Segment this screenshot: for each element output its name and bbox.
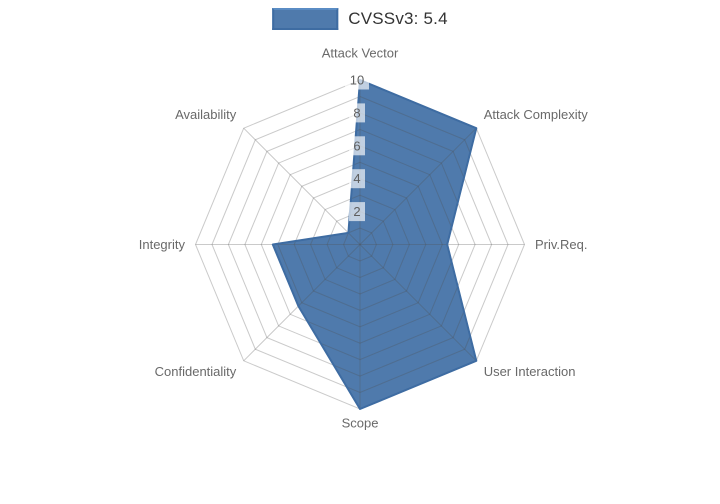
r-tick-box (349, 169, 365, 189)
r-tick-label: 2 (353, 204, 360, 219)
axis-label-attack-complexity: Attack Complexity (484, 107, 589, 122)
r-tick-box (349, 202, 365, 222)
grid-ring (293, 178, 427, 311)
grid-spoke (243, 244, 361, 362)
grid-spoke (359, 244, 477, 362)
grid-ring (227, 112, 493, 377)
axis-label-user-interaction: User Interaction (484, 364, 576, 379)
axis-label-integrity: Integrity (139, 237, 186, 252)
grid-ring (326, 211, 394, 278)
chart-legend[interactable]: CVSSv3: 5.4 (272, 8, 448, 30)
r-tick-label: 4 (353, 171, 360, 186)
legend-label: CVSSv3: 5.4 (348, 9, 448, 28)
grid-ring (343, 227, 377, 262)
r-tick-box (349, 136, 365, 156)
axis-label-availability: Availability (175, 107, 237, 122)
grid-ring (310, 194, 410, 295)
series-polygon (272, 80, 477, 409)
r-tick-label: 8 (353, 105, 360, 120)
grid-ring (260, 145, 460, 344)
grid-ring (277, 161, 443, 328)
axis-label-priv-req: Priv.Req. (535, 237, 588, 252)
grid-ring (244, 128, 476, 361)
grid-ring (211, 95, 509, 394)
r-tick-label: 6 (353, 138, 360, 153)
r-tick-box (345, 70, 369, 90)
r-tick-box (349, 103, 365, 123)
axis-label-confidentiality: Confidentiality (155, 364, 237, 379)
series-outline (271, 79, 478, 410)
legend-swatch-icon (272, 8, 339, 30)
grid-spoke (359, 127, 477, 245)
r-tick-label: 10 (350, 73, 364, 88)
axis-label-attack-vector: Attack Vector (322, 46, 399, 61)
axis-label-scope: Scope (342, 416, 379, 431)
grid-spoke (243, 127, 361, 245)
